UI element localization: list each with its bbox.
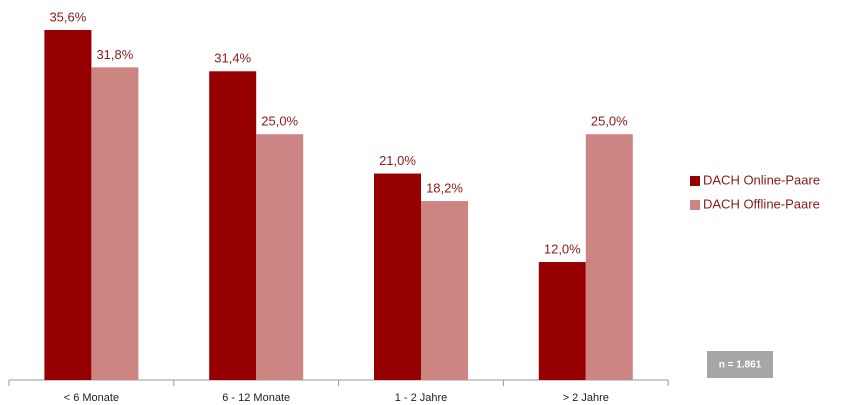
value-label: 35,6% [49,9,86,24]
annotation: n = 1.861 [719,360,762,371]
bar [585,134,633,380]
legend-swatch [690,200,700,210]
legend-swatch [690,176,700,186]
bar [256,134,304,380]
legend-label: DACH Online-Paare [703,172,820,187]
x-tick-label: 6 - 12 Monate [222,392,290,404]
legend-label: DACH Offline-Paare [703,196,820,211]
x-tick-label: < 6 Monate [64,392,119,404]
value-label: 12,0% [544,241,581,256]
value-label: 25,0% [261,114,298,129]
value-label: 31,4% [214,51,251,66]
bar [538,262,586,380]
bar [421,201,468,380]
x-tick-label: 1 - 2 Jahre [395,392,448,404]
bar [91,67,139,380]
value-label: 31,8% [96,47,133,62]
bar [209,71,257,380]
value-label: 18,2% [426,181,463,196]
annotation-box [707,351,773,378]
bar [374,173,421,380]
value-label: 21,0% [379,153,416,168]
bar [44,30,92,380]
value-label: 25,0% [591,114,628,129]
x-tick-label: > 2 Jahre [563,392,609,404]
